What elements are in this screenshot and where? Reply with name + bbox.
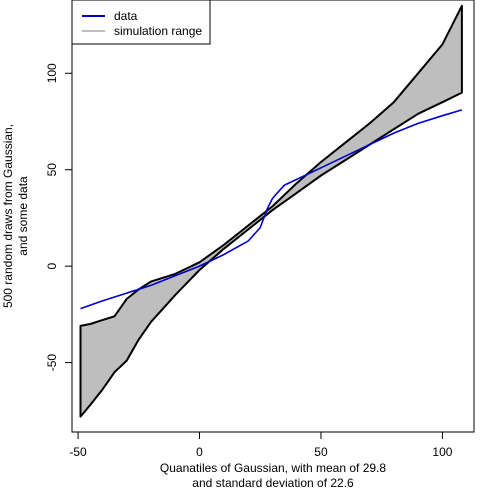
y-axis: -50 0 50 100 bbox=[45, 63, 73, 372]
x-tick-label: 100 bbox=[432, 445, 452, 459]
x-tick-label: -50 bbox=[69, 445, 87, 459]
data-line-layer bbox=[80, 109, 463, 310]
y-tick-label: 0 bbox=[45, 262, 59, 269]
x-tick-label: 0 bbox=[196, 445, 203, 459]
plot-frame bbox=[71, 0, 475, 433]
y-axis-label-line-2: and some data bbox=[16, 176, 30, 256]
x-axis: -50 0 50 100 bbox=[69, 431, 453, 459]
x-axis-label-line-1: Quanatiles of Gaussian, with mean of 29.… bbox=[160, 461, 386, 475]
y-tick-label: 100 bbox=[45, 63, 59, 83]
y-axis-label-line-1: 500 random draws from Gaussian, bbox=[1, 124, 15, 308]
legend-label-simulation-range: simulation range bbox=[114, 24, 202, 38]
data-line bbox=[80, 109, 463, 310]
x-axis-label-line-2: and standard deviation of 22.6 bbox=[192, 476, 354, 490]
simulation-range-band bbox=[79, 4, 463, 418]
simulation-band-layer bbox=[79, 4, 463, 418]
y-tick-label: 50 bbox=[45, 163, 59, 177]
legend: data simulation range bbox=[71, 0, 211, 45]
legend-box bbox=[71, 0, 211, 45]
x-tick-label: 50 bbox=[314, 445, 328, 459]
y-tick-label: -50 bbox=[45, 354, 59, 372]
legend-label-data: data bbox=[114, 9, 138, 23]
